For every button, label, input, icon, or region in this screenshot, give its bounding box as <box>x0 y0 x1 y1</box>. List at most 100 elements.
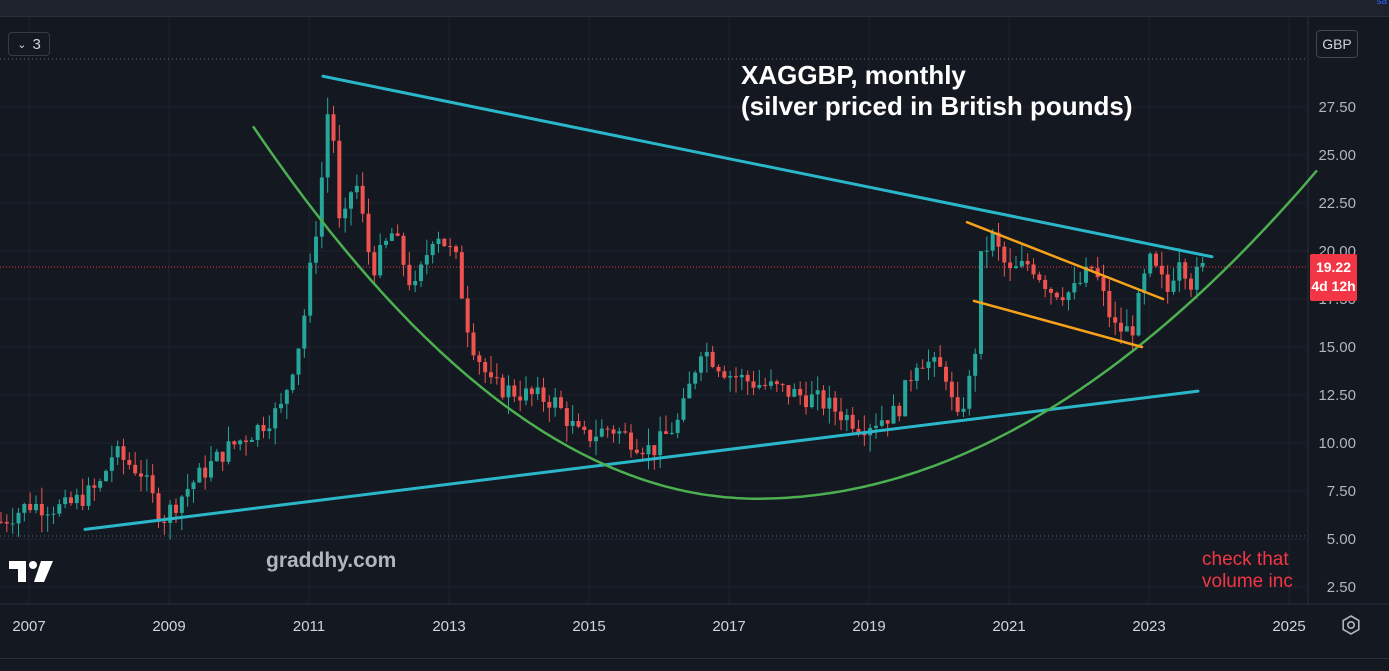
candle-body <box>144 475 149 477</box>
candle-body <box>389 233 394 241</box>
candle-body <box>413 281 418 286</box>
candle-body <box>1084 266 1088 283</box>
candle-body <box>693 372 698 384</box>
candle-body <box>325 114 330 178</box>
candle-body <box>1002 246 1007 263</box>
y-tick-label: 15.00 <box>1318 339 1356 356</box>
y-tick-label: 22.50 <box>1318 195 1356 212</box>
candle-body <box>786 385 791 397</box>
candle-body <box>290 374 295 391</box>
candle-body <box>512 385 517 397</box>
candle-body <box>611 429 616 434</box>
chart-title: XAGGBP, monthly (silver priced in Britis… <box>741 60 1133 122</box>
candle-body <box>984 250 989 252</box>
candle-body <box>255 425 260 440</box>
candle-body <box>442 238 447 247</box>
candle-body <box>774 381 779 385</box>
candle-body <box>249 439 254 442</box>
candle-body <box>827 397 832 409</box>
candle-body <box>874 425 878 428</box>
drawings <box>83 74 1318 531</box>
candle-body <box>1200 263 1205 267</box>
candle-body <box>599 428 604 437</box>
candle-body <box>1008 262 1013 269</box>
gear-icon[interactable] <box>1339 613 1363 637</box>
candle-body <box>809 394 814 408</box>
candle-body <box>343 208 348 219</box>
candle-body <box>1025 260 1030 265</box>
candle-body <box>885 420 890 424</box>
candle-body <box>296 348 301 375</box>
candle-body <box>454 246 458 253</box>
candle-body <box>98 481 103 488</box>
candle-body <box>1019 260 1024 267</box>
candle-body <box>728 376 733 378</box>
candle-body <box>1124 326 1129 332</box>
candle-body <box>1154 253 1158 266</box>
candle-body <box>699 356 703 373</box>
candle-body <box>150 475 155 494</box>
candle-body <box>570 420 575 426</box>
candle-body <box>926 361 931 369</box>
candle-body <box>115 446 120 458</box>
candle-body <box>267 428 272 432</box>
y-tick-label: 5.00 <box>1327 531 1356 548</box>
candle-body <box>967 375 972 409</box>
candle-body <box>1078 282 1083 284</box>
candle-body <box>757 384 762 388</box>
candle-body <box>459 252 464 299</box>
candle-body <box>331 114 336 141</box>
candle-body <box>220 451 225 462</box>
candle-body <box>938 357 943 367</box>
candle-body <box>74 494 79 504</box>
channel-upper-line <box>965 220 1165 301</box>
candle-body <box>203 467 208 478</box>
toolbar-corner-mark: sa <box>1376 0 1387 7</box>
candles <box>0 97 1205 540</box>
candle-body <box>722 371 727 378</box>
y-tick-label: 2.50 <box>1327 579 1356 596</box>
candle-body <box>763 384 768 386</box>
candle-body <box>879 420 884 426</box>
currency-button[interactable]: GBP <box>1316 30 1358 58</box>
candle-body <box>489 372 493 378</box>
candle-body <box>1089 266 1094 269</box>
candle-body <box>302 315 307 349</box>
candle-body <box>553 397 558 408</box>
candle-body <box>430 243 435 256</box>
candle-body <box>308 262 313 316</box>
candle-body <box>518 396 523 401</box>
note-line2: volume inc <box>1202 571 1293 592</box>
collapse-indicators-button[interactable]: ⌄ 3 <box>8 32 50 56</box>
bottom-toolbar <box>0 658 1389 671</box>
candle-body <box>973 353 978 376</box>
candle-body <box>209 461 213 478</box>
candle-body <box>354 185 359 193</box>
candle-body <box>133 464 138 474</box>
candle-body <box>792 388 797 397</box>
candle-body <box>471 332 476 356</box>
candle-body <box>185 489 190 497</box>
candle-body <box>839 411 843 421</box>
candle-body <box>244 440 248 442</box>
candle-body <box>564 408 569 426</box>
candle-body <box>86 485 91 506</box>
tradingview-logo[interactable] <box>9 561 55 583</box>
chart-grid <box>0 17 1308 604</box>
candle-body <box>337 140 342 219</box>
candle-body <box>1066 292 1071 301</box>
candle-body <box>704 351 709 357</box>
candle-body <box>104 470 108 482</box>
candle-body <box>769 381 773 386</box>
candle-body <box>687 383 692 399</box>
candle-body <box>990 232 995 251</box>
candle-body <box>891 405 896 424</box>
candle-body <box>179 496 184 513</box>
candle-body <box>605 428 610 430</box>
candle-body <box>914 367 919 381</box>
bar-countdown: 4d 12h <box>1311 278 1356 294</box>
candle-body <box>909 380 913 382</box>
x-tick-label: 2023 <box>1132 618 1165 635</box>
candle-body <box>232 441 237 445</box>
